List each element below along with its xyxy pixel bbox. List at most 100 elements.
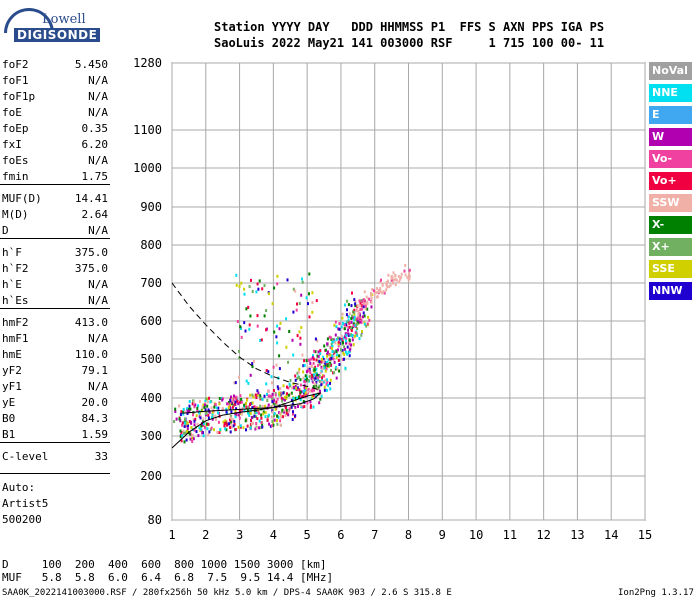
- echo-point: [263, 394, 266, 398]
- echo-point: [366, 307, 369, 311]
- echo-point: [251, 401, 254, 405]
- echo-point: [202, 403, 205, 407]
- echo-point: [199, 416, 202, 420]
- echo-point: [239, 325, 242, 329]
- echo-point: [235, 273, 238, 277]
- echo-point: [247, 381, 250, 385]
- echo-point: [271, 410, 274, 414]
- echo-point: [225, 410, 228, 414]
- echo-point: [346, 345, 349, 349]
- echo-point: [251, 406, 254, 410]
- echo-point: [239, 412, 242, 416]
- param-key: yF1: [2, 380, 22, 393]
- x-tick-label: 12: [536, 528, 550, 542]
- echo-point: [236, 320, 239, 323]
- echo-point: [376, 295, 379, 299]
- echo-point: [283, 396, 286, 399]
- echo-point: [270, 415, 273, 419]
- echo-point: [312, 393, 315, 397]
- echo-point: [353, 315, 356, 319]
- echo-point: [305, 370, 308, 374]
- echo-point: [362, 298, 365, 302]
- echo-point: [271, 381, 273, 385]
- echo-point: [354, 300, 357, 304]
- echo-point: [186, 421, 189, 425]
- echo-point: [362, 315, 364, 319]
- echo-point: [328, 357, 331, 361]
- echo-point: [299, 390, 302, 394]
- param-value: N/A: [88, 294, 108, 307]
- echo-point: [300, 326, 303, 329]
- echo-point: [213, 428, 215, 432]
- echo-point: [291, 418, 294, 421]
- echo-point: [271, 419, 274, 423]
- echo-point: [363, 322, 366, 326]
- echo-point: [235, 395, 238, 399]
- echo-point: [273, 404, 276, 408]
- echo-point: [383, 291, 386, 295]
- echo-point: [290, 391, 293, 395]
- echo-point: [234, 415, 237, 419]
- echo-point: [249, 314, 252, 318]
- echo-point: [311, 291, 314, 295]
- echo-point: [267, 292, 270, 296]
- echo-point: [273, 412, 276, 415]
- echo-point: [321, 374, 324, 378]
- echo-point: [305, 359, 308, 363]
- echo-point: [321, 367, 324, 371]
- echo-point: [324, 369, 327, 373]
- echo-point: [317, 376, 320, 380]
- echo-point: [363, 290, 366, 294]
- echo-point: [309, 362, 312, 365]
- echo-point: [359, 316, 362, 319]
- echo-point: [245, 428, 247, 432]
- y-tick-label: 80: [148, 513, 162, 527]
- echo-point: [175, 417, 178, 421]
- echo-point: [185, 420, 188, 424]
- echo-point: [331, 344, 334, 348]
- echo-point: [244, 419, 247, 423]
- echo-point: [274, 403, 277, 406]
- echo-point: [408, 272, 410, 276]
- echo-point: [230, 410, 233, 414]
- echo-point: [186, 409, 189, 413]
- param-value: 84.3: [81, 412, 109, 425]
- echo-point: [235, 412, 238, 416]
- echo-point: [183, 440, 186, 444]
- echo-point: [318, 360, 321, 363]
- echo-point: [279, 321, 282, 325]
- param-key: yF2: [2, 364, 22, 377]
- echo-point: [386, 279, 389, 283]
- param-fmin: fmin 1.75: [2, 170, 108, 184]
- param-key: M(D): [2, 208, 29, 221]
- echo-point: [182, 412, 185, 416]
- y-tick-label: 800: [140, 238, 162, 252]
- echo-point: [337, 340, 340, 344]
- param-value: N/A: [88, 224, 108, 237]
- logo-line2: DIGISONDE: [14, 28, 101, 42]
- echo-point: [356, 316, 359, 320]
- echo-point: [321, 380, 324, 384]
- echo-point: [292, 382, 295, 386]
- echo-point: [394, 283, 397, 287]
- echo-point: [250, 278, 252, 282]
- echo-point: [218, 402, 221, 406]
- echo-point: [318, 401, 321, 405]
- echo-point: [255, 422, 258, 425]
- echo-point: [245, 379, 248, 383]
- legend-ssw: SSW: [649, 194, 692, 212]
- echo-point: [386, 285, 389, 289]
- echo-point: [288, 407, 291, 411]
- echo-point: [302, 376, 305, 380]
- echo-point: [360, 333, 363, 337]
- echo-point: [285, 409, 288, 412]
- echo-point: [379, 280, 382, 284]
- legend-vo: Vo-: [649, 150, 692, 168]
- echo-point: [308, 366, 311, 370]
- param-value: 79.1: [81, 364, 109, 377]
- echo-point: [258, 279, 261, 283]
- echo-point: [197, 404, 200, 408]
- echo-point: [229, 422, 232, 426]
- echo-point: [318, 362, 321, 366]
- echo-point: [190, 426, 193, 429]
